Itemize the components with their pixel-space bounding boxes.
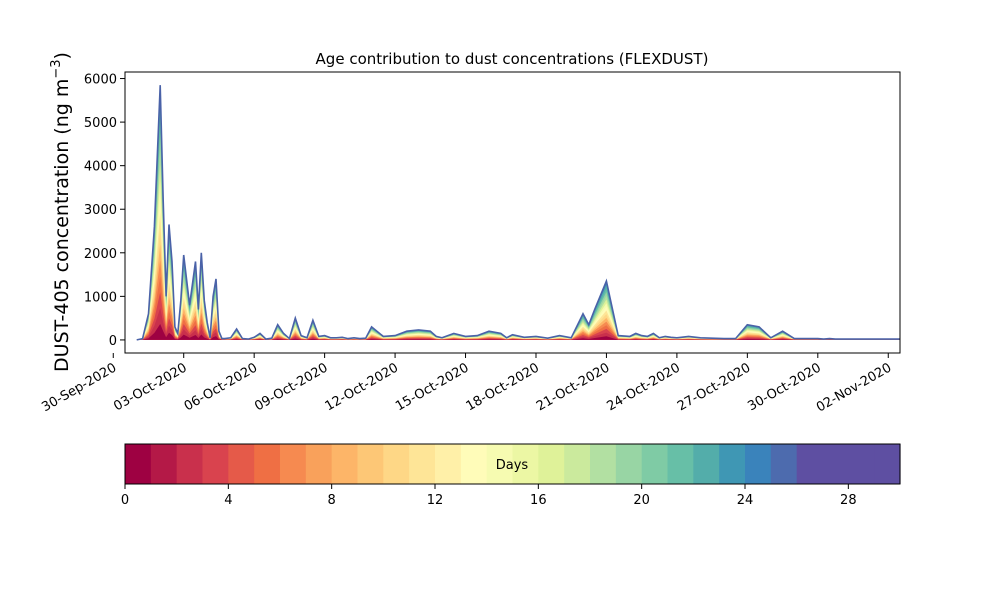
colorbar-cell [150,444,178,484]
y-tick-label: 4000 [84,160,117,175]
age-layer [136,101,900,340]
colorbar-cell [383,444,410,484]
colorbar-tick-label: 8 [328,493,336,508]
colorbar-frame [124,443,901,485]
colorbar-cell [176,444,204,484]
colorbar-cell [228,444,255,484]
age-layer [136,308,900,340]
age-layer [136,228,900,340]
colorbar-cell [331,444,359,484]
colorbar-cell [280,444,307,484]
age-layer [136,324,900,340]
colorbar-cell [202,444,229,484]
colorbar-tick-label: 16 [530,493,547,508]
y-tick-label: 3000 [84,203,117,218]
colorbar-cell [719,444,746,484]
y-tick-label: 2000 [84,247,117,262]
x-tick-label: 24-Oct-2020 [605,360,683,414]
x-tick-label: 15-Oct-2020 [393,360,471,414]
colorbar-cell [564,444,591,484]
x-tick-label: 09-Oct-2020 [252,360,330,414]
age-layer [136,148,900,340]
x-tick-label: 30-Oct-2020 [745,360,823,414]
plot-frame [124,71,901,354]
y-tick-label: 1000 [84,290,117,305]
age-layer [136,196,900,340]
colorbar-cell [254,444,281,484]
age-layer [136,132,900,340]
y-tick-label: 6000 [84,73,117,88]
colorbar-cells [125,444,901,484]
plot-area [136,85,900,341]
chart-title: Age contribution to dust concentrations … [316,50,709,68]
colorbar-cell [512,444,539,484]
colorbar-cell [745,444,772,484]
y-tick-label: 5000 [84,116,117,131]
x-tick-label: 06-Oct-2020 [182,360,260,414]
age-layer [136,276,900,340]
colorbar-cell [822,444,849,484]
x-tick-label: 21-Oct-2020 [534,360,612,414]
age-layer [136,116,900,340]
colorbar-cell [125,444,152,484]
x-tick-label: 27-Oct-2020 [675,360,753,414]
colorbar-tick-label: 12 [427,493,444,508]
colorbar-cell [874,444,901,484]
x-tick-label: 02-Nov-2020 [814,360,894,415]
colorbar-tick-label: 4 [224,493,232,508]
colorbar-cell [641,444,669,484]
colorbar-cell [357,444,384,484]
age-layer [136,244,900,340]
y-axis-ticks: 0 1000 2000 3000 4000 5000 6000 [84,73,125,349]
age-layer [136,212,900,340]
colorbar-tick-label: 0 [121,493,129,508]
colorbar-cell [486,444,514,484]
x-tick-label: 03-Oct-2020 [111,360,189,414]
colorbar-cell [770,444,798,484]
colorbar-cell [590,444,617,484]
colorbar-tick-label: 20 [633,493,650,508]
colorbar-cell [409,444,436,484]
y-axis-label-text: DUST-405 concentration (ng m [51,79,73,372]
svg-text:DUST-405 concentration (ng m−3: DUST-405 concentration (ng m−3) [49,52,73,372]
age-layer [136,85,900,340]
colorbar-cell [538,444,565,484]
colorbar-cell [615,444,643,484]
colorbar-cell [460,444,488,484]
colorbar-ticks: 0 4 8 12 16 20 24 28 [121,484,857,508]
colorbar-cell [693,444,720,484]
colorbar-tick-label: 28 [840,493,857,508]
age-layers [136,85,900,340]
x-tick-label: 12-Oct-2020 [323,360,401,414]
colorbar-cell [435,444,462,484]
y-tick-label: 0 [109,334,117,349]
colorbar-label: Days [496,458,529,473]
colorbar-cell [667,444,694,484]
y-axis-label: DUST-405 concentration (ng m−3) [49,52,73,372]
colorbar-cell [848,444,875,484]
x-axis-ticks: 30-Sep-202003-Oct-202006-Oct-202009-Oct-… [39,353,894,415]
colorbar-cell [305,444,333,484]
colorbar-cell [796,444,824,484]
y-axis-label-superscript: −3 [49,59,64,78]
age-layer [136,260,900,340]
y-axis-label-close: ) [51,52,73,59]
total-concentration-line [136,85,900,341]
colorbar-tick-label: 24 [737,493,754,508]
age-layer [136,180,900,340]
age-layer [136,164,900,340]
x-tick-label: 18-Oct-2020 [464,360,542,414]
colorbar: Days 0 4 8 12 16 20 24 28 [121,443,901,508]
